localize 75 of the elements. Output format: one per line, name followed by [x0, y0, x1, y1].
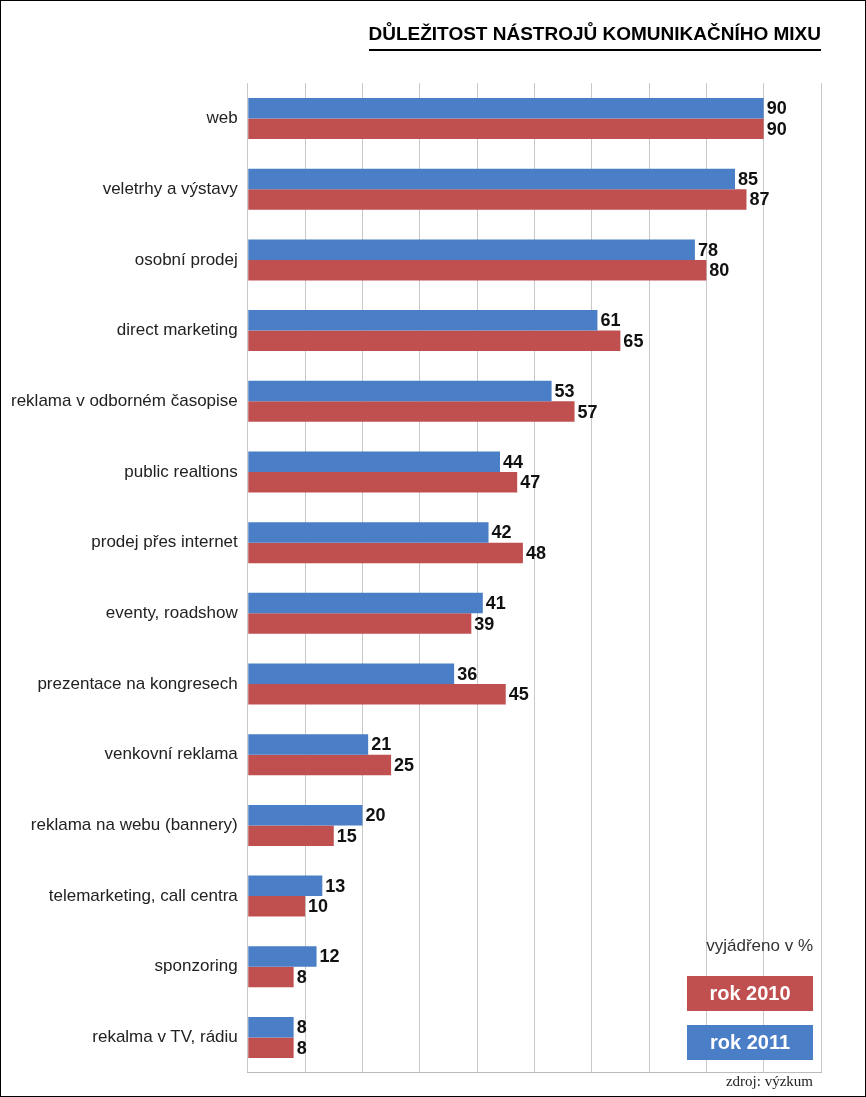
bar — [248, 966, 294, 988]
data-label: 13 — [325, 875, 346, 896]
data-label: 48 — [525, 542, 546, 563]
data-label: 42 — [491, 522, 512, 543]
data-label: 20 — [365, 805, 386, 826]
bar — [248, 875, 323, 897]
y-tick-label: sponzoring — [154, 956, 238, 976]
y-tick-label: prodej přes internet — [91, 532, 239, 552]
data-label: 90 — [766, 118, 787, 139]
legend-title: vyjádřeno v % — [705, 936, 813, 956]
data-label: 8 — [296, 1017, 307, 1038]
bar — [248, 118, 764, 140]
data-label: 61 — [600, 310, 621, 331]
bar — [248, 168, 736, 190]
bar — [248, 592, 483, 614]
data-label: 21 — [371, 734, 392, 755]
text: rok 2011 — [687, 1025, 813, 1060]
y-tick-label: telemarketing, call centra — [48, 885, 239, 905]
bar — [248, 825, 334, 846]
bar — [248, 451, 500, 472]
bar — [248, 310, 598, 331]
data-label: 57 — [577, 401, 598, 422]
bar — [248, 542, 523, 564]
y-tick-label: venkovní reklama — [104, 744, 239, 764]
y-tick-label: public realtions — [124, 461, 238, 481]
y-tick-label: prezentace na kongresech — [37, 673, 238, 693]
bar — [248, 189, 747, 210]
data-label: 90 — [766, 98, 787, 119]
data-label: 47 — [520, 472, 541, 493]
bar — [248, 380, 552, 402]
data-label: 78 — [697, 239, 718, 260]
data-label: 39 — [474, 613, 495, 634]
bar — [248, 1037, 294, 1058]
bar — [248, 946, 317, 967]
data-label: 8 — [296, 966, 307, 987]
data-label: 15 — [336, 825, 357, 846]
bar — [248, 1016, 294, 1038]
bar — [248, 804, 363, 826]
bar — [248, 684, 506, 705]
y-tick-label: osobní prodej — [134, 249, 238, 269]
bar — [248, 613, 472, 634]
bar — [248, 522, 489, 543]
bar — [248, 98, 764, 119]
data-label: 10 — [308, 896, 329, 917]
data-label: 53 — [554, 381, 575, 402]
data-label: 8 — [296, 1037, 307, 1058]
bar — [248, 663, 455, 685]
bar — [248, 734, 369, 755]
y-tick-label: web — [205, 108, 238, 128]
bar — [248, 471, 518, 493]
bar — [248, 896, 306, 917]
data-label: 87 — [749, 189, 770, 210]
data-label: 25 — [394, 754, 415, 775]
data-label: 12 — [319, 946, 340, 967]
y-tick-label: direct marketing — [116, 320, 238, 340]
data-label: 85 — [738, 168, 759, 189]
data-label: 41 — [485, 593, 506, 614]
data-label: 80 — [709, 260, 730, 281]
bar — [248, 401, 575, 422]
bar — [248, 239, 695, 260]
bar — [248, 754, 392, 776]
bar — [248, 330, 621, 352]
y-tick-label: rekalma v TV, rádiu — [92, 1027, 238, 1047]
y-tick-label: reklama na webu (bannery) — [30, 815, 238, 835]
data-label: 36 — [457, 663, 478, 684]
data-label: 65 — [623, 330, 644, 351]
data-label: 45 — [508, 684, 529, 705]
text: zdroj: výzkum — [725, 1073, 813, 1090]
y-tick-label: eventy, roadshow — [105, 603, 239, 623]
y-tick-label: veletrhy a výstavy — [102, 178, 239, 198]
text: rok 2010 — [687, 976, 813, 1011]
chart-title: DŮLEŽITOST NÁSTROJŮ KOMUNIKAČNÍHO MIXU — [368, 23, 821, 51]
y-tick-label: reklama v odborném časopise — [11, 390, 238, 410]
bar — [248, 259, 707, 281]
data-label: 44 — [503, 451, 524, 472]
